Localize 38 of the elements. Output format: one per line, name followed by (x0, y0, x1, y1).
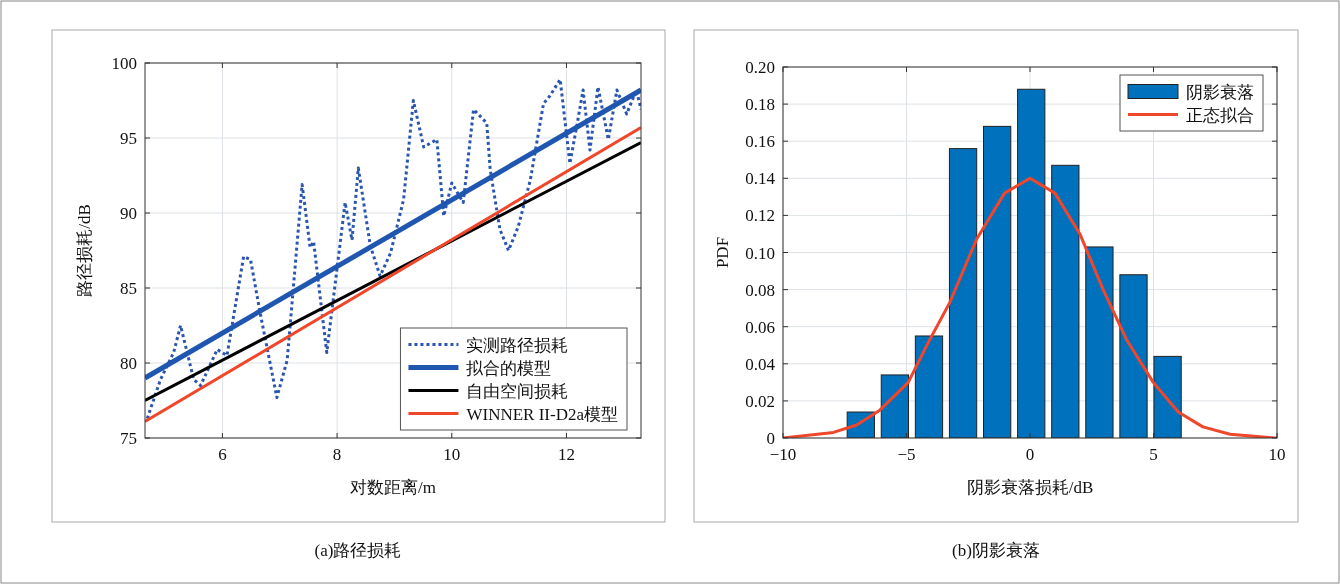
y-tick-label: 0.08 (745, 280, 775, 300)
y-tick-label: 0 (766, 429, 775, 448)
y-tick-label: 0.06 (745, 317, 775, 337)
y-tick-label: 0.02 (745, 391, 775, 411)
y-axis-title: 路径损耗/dB (75, 204, 94, 297)
text: (b)阴影衰落 (952, 541, 1040, 560)
x-tick-label: 6 (218, 445, 227, 464)
legend-label: 正态拟合 (1186, 105, 1254, 125)
y-tick-label: 80 (120, 354, 137, 373)
x-axis-title: 阴影衰落损耗/dB (966, 478, 1094, 497)
y-tick-label: 0.10 (745, 243, 775, 263)
y-tick-label: 0.16 (745, 132, 775, 152)
x-tick-label: 8 (332, 445, 342, 464)
legend-label: 拟合的模型 (466, 358, 552, 378)
y-tick-label: 0.20 (745, 58, 775, 77)
x-tick-label: 12 (557, 445, 575, 464)
y-tick-label: 0.18 (745, 95, 775, 115)
text: (a)路径损耗 (314, 541, 402, 560)
y-tick-label: 90 (120, 204, 137, 223)
legend-label: 实测路径损耗 (466, 335, 569, 355)
y-tick-label: 0.12 (745, 206, 775, 226)
y-tick-label: 95 (120, 129, 137, 148)
y-tick-label: 0.04 (745, 354, 776, 374)
y-tick-label: 100 (111, 54, 137, 73)
legend-label: WINNER II-D2a模型 (466, 404, 618, 424)
y-tick-label: 75 (120, 429, 137, 448)
y-tick-label: 0.14 (745, 169, 776, 189)
x-tick-label: 10 (443, 445, 461, 464)
y-tick-label: 85 (120, 279, 137, 298)
x-tick-label: −10 (769, 445, 797, 464)
legend-label: 自由空间损耗 (466, 381, 569, 401)
x-tick-label: 0 (1025, 445, 1035, 464)
x-tick-label: 5 (1149, 445, 1158, 464)
x-tick-label: 10 (1268, 445, 1286, 464)
legend-label: 阴影衰落 (1186, 82, 1254, 102)
x-axis-title: 对数距离/m (350, 478, 436, 497)
x-tick-label: −5 (897, 445, 916, 464)
y-axis-title: PDF (713, 236, 732, 269)
